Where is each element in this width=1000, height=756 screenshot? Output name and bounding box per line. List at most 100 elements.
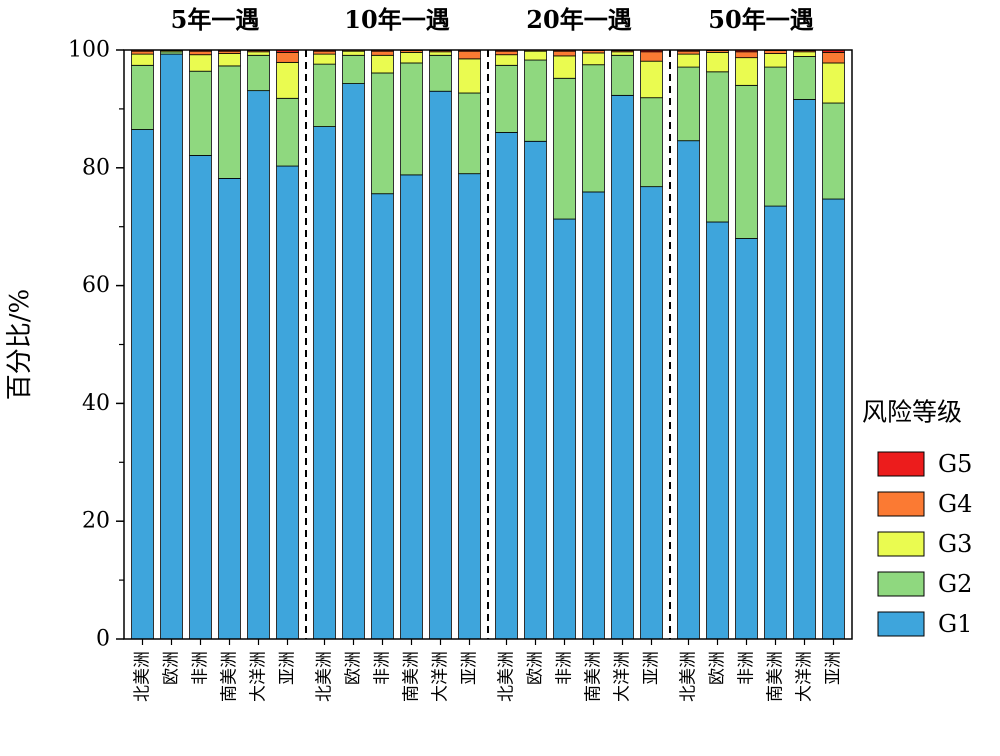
x-tick-label: 大洋洲 (613, 651, 633, 702)
bar-segment-g2 (582, 64, 605, 193)
x-tick-label: 亚洲 (460, 651, 480, 685)
bar-segment-g1 (764, 205, 787, 640)
y-tick-label: 60 (82, 273, 110, 298)
bar-segment-g3 (553, 55, 576, 79)
bar-segment-g2 (218, 65, 241, 179)
bar-segment-g2 (429, 54, 452, 92)
bar-segment-g4 (189, 50, 212, 56)
x-tick-label: 欧洲 (708, 651, 728, 685)
bar-segment-g3 (677, 53, 700, 68)
bar-segment-g1 (495, 132, 518, 640)
bar-segment-g2 (706, 71, 729, 223)
bar-segment-g2 (677, 66, 700, 142)
bar-segment-g1 (276, 165, 299, 640)
x-tick-label: 北美洲 (315, 651, 335, 702)
bar-segment-g3 (313, 53, 336, 65)
bar-segment-g1 (313, 126, 336, 640)
bar-segment-g1 (553, 218, 576, 640)
bar-segment-g3 (342, 50, 365, 56)
bar-segment-g1 (735, 238, 758, 640)
bar-segment-g1 (640, 186, 663, 640)
bar-segment-g2 (495, 64, 518, 133)
bar-segment-g4 (495, 50, 518, 56)
bar-segment-g2 (764, 66, 787, 207)
y-tick-label: 20 (82, 509, 110, 534)
bar-segment-g2 (371, 72, 394, 195)
x-tick-label: 非洲 (737, 651, 757, 685)
bar-segment-g3 (764, 53, 787, 68)
bar-segment-g4 (640, 51, 663, 62)
y-tick-label: 40 (82, 391, 110, 416)
x-tick-label: 非洲 (555, 651, 575, 685)
x-tick-label: 南美洲 (766, 651, 786, 702)
group-title: 20年一遇 (526, 5, 631, 34)
bar-segment-g1 (677, 140, 700, 640)
bar-segment-g3 (822, 62, 845, 104)
bar-segment-g3 (189, 54, 212, 72)
legend-swatch-g4 (877, 491, 925, 517)
x-tick-label: 非洲 (373, 651, 393, 685)
x-tick-label: 南美洲 (584, 651, 604, 702)
bar-segment-g2 (611, 54, 634, 96)
bar-segment-g1 (247, 90, 270, 640)
bar-segment-g3 (400, 51, 423, 64)
bar-segment-g3 (735, 57, 758, 86)
legend-swatch-g5 (877, 451, 925, 477)
bar-segment-g2 (793, 56, 816, 100)
bar-segment-g3 (706, 51, 729, 73)
group-title: 10年一遇 (344, 5, 449, 34)
legend-swatch-g3 (877, 531, 925, 557)
bar-segment-g3 (793, 51, 816, 57)
bar-segment-g3 (495, 54, 518, 66)
x-tick-label: 北美洲 (497, 651, 517, 702)
x-tick-label: 亚洲 (824, 651, 844, 685)
bar-segment-g3 (640, 60, 663, 99)
y-tick-label: 0 (96, 627, 110, 652)
legend-swatch-g2 (877, 571, 925, 597)
x-tick-label: 北美洲 (133, 651, 153, 702)
bar-segment-g2 (247, 54, 270, 92)
bar-segment-g1 (218, 177, 241, 640)
bar-segment-g3 (371, 54, 394, 74)
bar-segment-g1 (429, 90, 452, 640)
x-tick-label: 欧洲 (162, 651, 182, 685)
bar-segment-g1 (371, 193, 394, 640)
bar-segment-g4 (677, 50, 700, 55)
x-tick-label: 非洲 (191, 651, 211, 685)
bar-segment-g4 (131, 50, 154, 55)
bar-segment-g2 (189, 70, 212, 156)
bar-segment-g2 (313, 63, 336, 127)
bar-segment-g1 (458, 173, 481, 640)
x-tick-label: 南美洲 (402, 651, 422, 702)
bar-segment-g2 (524, 59, 547, 142)
bar-segment-g2 (735, 84, 758, 239)
bar-segment-g1 (611, 94, 634, 640)
bar-segment-g1 (189, 155, 212, 640)
bar-segment-g1 (706, 221, 729, 640)
bar-segment-g1 (524, 140, 547, 640)
y-tick-label: 80 (82, 155, 110, 180)
x-tick-label: 北美洲 (679, 651, 699, 702)
x-tick-label: 大洋洲 (431, 651, 451, 702)
bar-segment-g2 (400, 62, 423, 176)
bar-segment-g1 (131, 129, 154, 640)
bar-segment-g4 (313, 50, 336, 55)
bar-segment-g3 (582, 52, 605, 66)
bar-segment-g1 (160, 53, 183, 640)
bar-segment-g2 (553, 77, 576, 220)
legend-label-g4: G4 (938, 490, 972, 518)
group-title: 50年一遇 (708, 5, 813, 34)
bar-segment-g1 (582, 191, 605, 640)
bar-segment-g3 (458, 58, 481, 94)
legend-label-g3: G3 (938, 530, 972, 558)
bar-segment-g4 (822, 51, 845, 64)
bar-segment-g2 (342, 54, 365, 84)
x-tick-label: 欧洲 (344, 651, 364, 685)
bar-segment-g3 (247, 51, 270, 56)
bar-segment-g1 (400, 174, 423, 640)
x-tick-label: 大洋洲 (795, 651, 815, 702)
bar-segment-g4 (371, 50, 394, 56)
bar-segment-g3 (524, 50, 547, 61)
